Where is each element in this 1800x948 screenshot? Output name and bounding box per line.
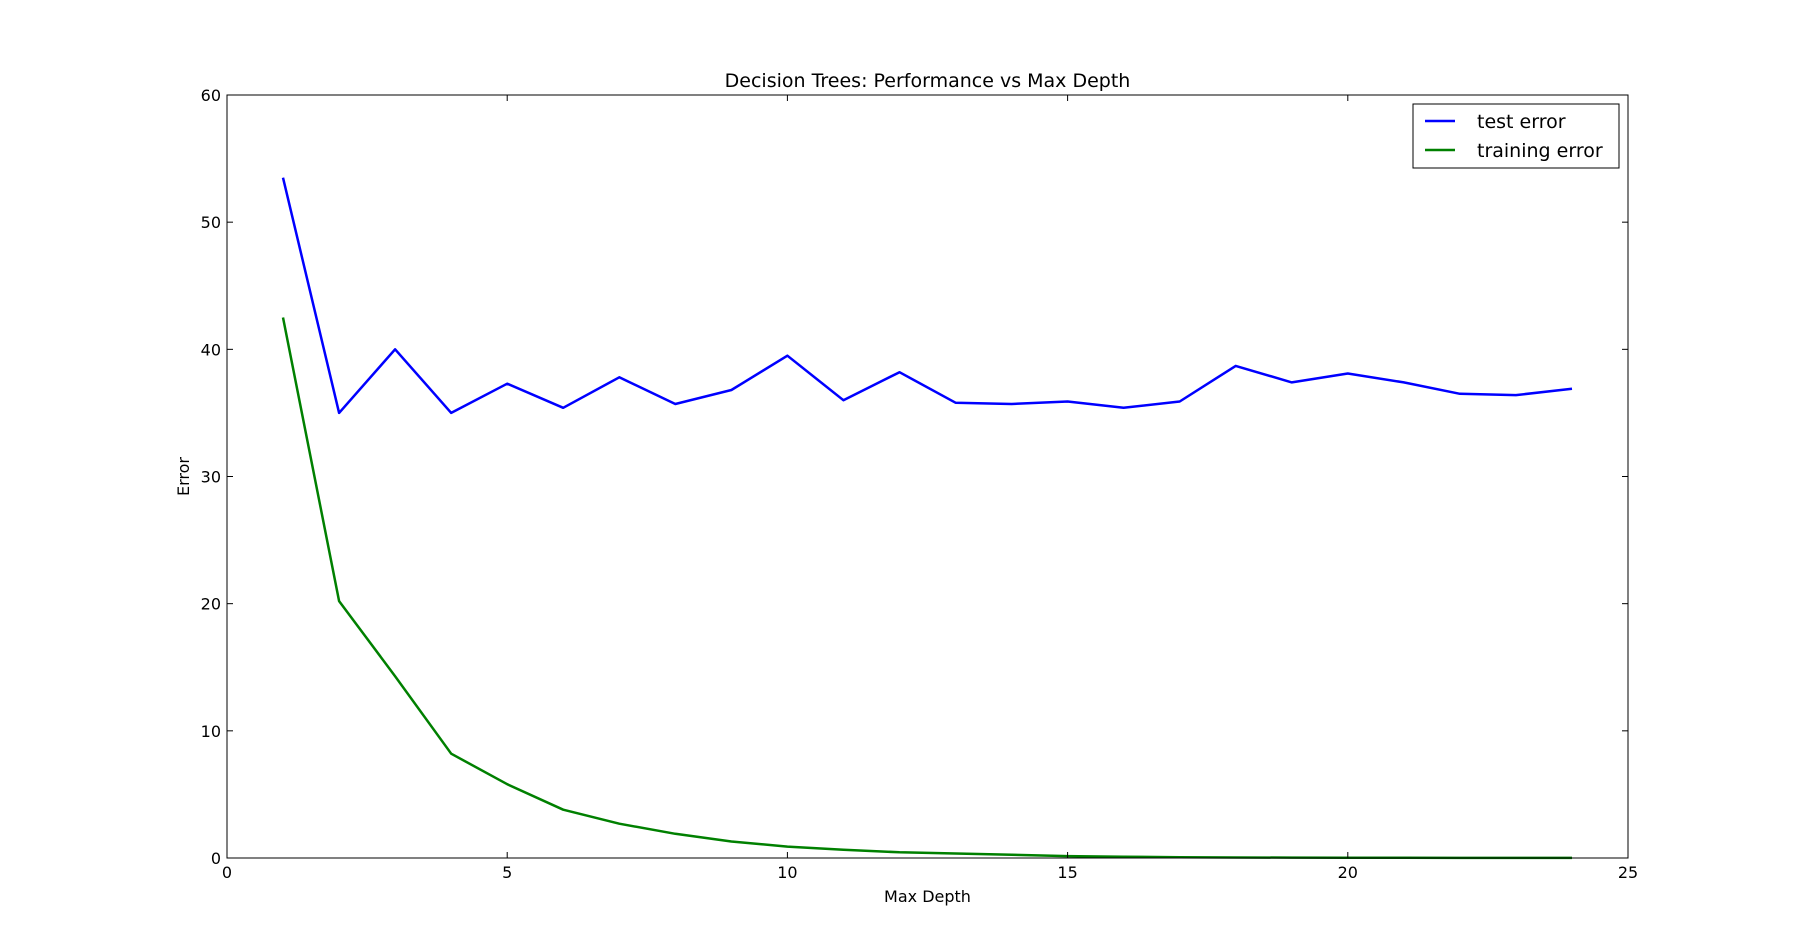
y-tick-label: 40 <box>201 340 221 359</box>
y-tick-label: 60 <box>201 86 221 105</box>
x-tick-label: 10 <box>777 863 797 882</box>
y-tick-label: 20 <box>201 595 221 614</box>
plot-frame <box>226 94 1629 859</box>
y-axis-label: Error <box>174 457 193 496</box>
y-tick-label: 50 <box>201 213 221 232</box>
legend-label: test error <box>1477 111 1566 133</box>
chart-title: Decision Trees: Performance vs Max Depth <box>725 70 1131 92</box>
x-tick-label: 0 <box>222 863 232 882</box>
legend: test error training error <box>1412 103 1620 169</box>
x-tick-label: 5 <box>502 863 512 882</box>
ticks-layer: 0 5 10 15 20 25 0 10 20 30 40 50 60 <box>201 86 1639 882</box>
legend-label: training error <box>1477 140 1603 162</box>
y-tick-label: 10 <box>201 722 221 741</box>
y-tick-label: 30 <box>201 468 221 487</box>
series-layer <box>281 177 1573 860</box>
series-line-test-error <box>281 177 1573 415</box>
x-tick-label: 15 <box>1057 863 1077 882</box>
y-tick-label: 0 <box>211 849 221 868</box>
x-axis-label: Max Depth <box>884 887 971 906</box>
x-tick-label: 20 <box>1338 863 1358 882</box>
x-tick-label: 25 <box>1618 863 1638 882</box>
legend-box <box>1412 103 1620 169</box>
